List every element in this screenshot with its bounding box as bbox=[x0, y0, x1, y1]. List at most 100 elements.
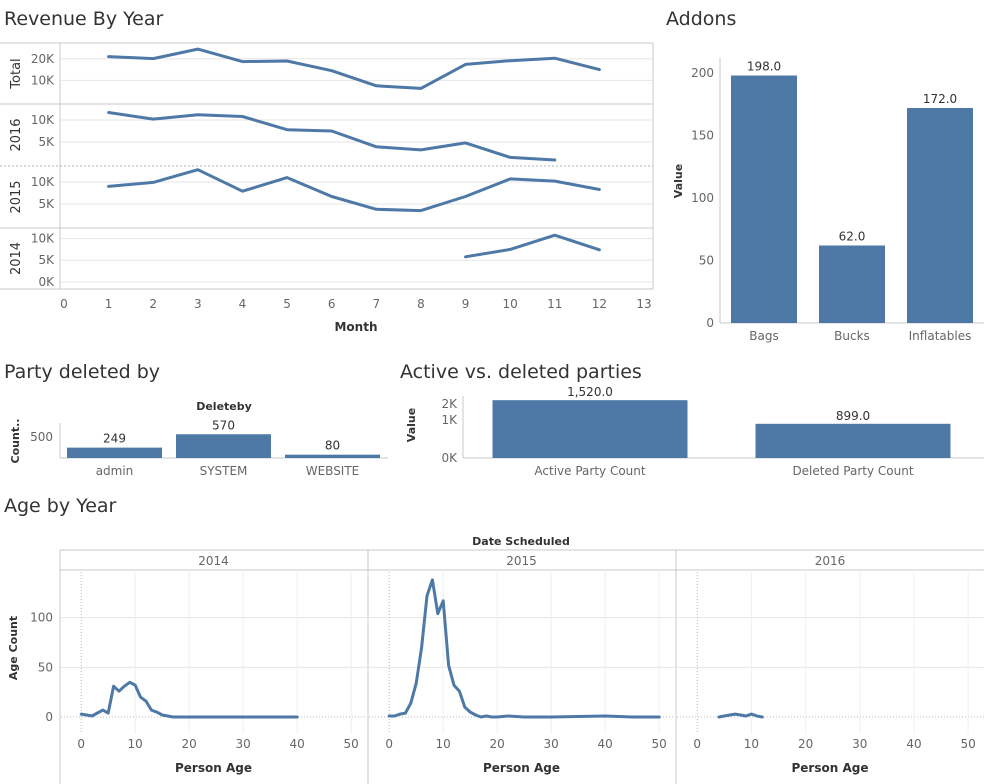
age-x-tick-label: 50 bbox=[961, 737, 976, 751]
revenue-x-tick-label: 11 bbox=[547, 297, 562, 311]
revenue-x-tick-label: 9 bbox=[462, 297, 470, 311]
deleted-by-category-label: SYSTEM bbox=[200, 464, 248, 478]
revenue-row-label: Total bbox=[9, 58, 24, 89]
age-series-line bbox=[717, 712, 764, 719]
age-x-axis-title: Person Age bbox=[792, 761, 869, 775]
age-x-tick-label: 30 bbox=[544, 737, 559, 751]
age-x-tick-label: 30 bbox=[236, 737, 251, 751]
revenue-x-axis-title: Month bbox=[334, 320, 377, 334]
age-x-tick-label: 20 bbox=[490, 737, 505, 751]
addons-value-label: 172.0 bbox=[923, 92, 957, 106]
age-series-line bbox=[387, 578, 661, 719]
age-x-tick-label: 0 bbox=[385, 737, 393, 751]
revenue-x-tick-label: 12 bbox=[592, 297, 607, 311]
age-x-axis-title: Person Age bbox=[175, 761, 252, 775]
addons-value-label: 62.0 bbox=[839, 230, 866, 244]
addons-category-label: Bucks bbox=[834, 329, 870, 343]
deleted-by-value-label: 249 bbox=[103, 432, 126, 446]
addons-bar bbox=[907, 108, 973, 323]
age-x-tick-label: 10 bbox=[436, 737, 451, 751]
revenue-y-tick-label: 10K bbox=[31, 175, 55, 189]
revenue-row-label: 2015 bbox=[9, 180, 24, 213]
age-x-tick-label: 20 bbox=[798, 737, 813, 751]
deleted-by-bar bbox=[176, 434, 271, 458]
age-x-tick-label: 20 bbox=[182, 737, 197, 751]
revenue-x-tick-label: 7 bbox=[372, 297, 380, 311]
addons-y-tick-label: 100 bbox=[691, 191, 714, 205]
revenue-y-tick-label: 10K bbox=[31, 113, 55, 127]
active-deleted-y-axis-title: Value bbox=[405, 408, 418, 442]
age-y-tick-label: 0 bbox=[45, 710, 53, 724]
addons-y-tick-label: 0 bbox=[706, 316, 714, 330]
deleted-by-value-label: 80 bbox=[325, 439, 340, 453]
addons-y-tick-label: 50 bbox=[699, 254, 714, 268]
revenue-x-tick-label: 2 bbox=[149, 297, 157, 311]
age-y-axis-title: Age Count bbox=[7, 616, 20, 680]
revenue-series-line bbox=[464, 233, 601, 259]
revenue-y-tick-label: 20K bbox=[31, 52, 55, 66]
revenue-x-tick-label: 4 bbox=[239, 297, 247, 311]
revenue-x-tick-label: 6 bbox=[328, 297, 336, 311]
deleted-by-bar bbox=[67, 447, 162, 458]
revenue-row-label: 2016 bbox=[9, 118, 24, 151]
revenue-x-tick-label: 8 bbox=[417, 297, 425, 311]
addons-y-tick-label: 200 bbox=[691, 66, 714, 80]
age-x-tick-label: 40 bbox=[906, 737, 921, 751]
deleted-by-bar bbox=[285, 454, 380, 458]
addons-bar bbox=[819, 245, 885, 323]
deleted-by-category-label: WEBSITE bbox=[306, 464, 360, 478]
revenue-x-tick-label: 3 bbox=[194, 297, 202, 311]
active-deleted-value-label: 899.0 bbox=[836, 409, 870, 423]
revenue-x-tick-label: 10 bbox=[503, 297, 518, 311]
revenue-y-tick-label: 5K bbox=[38, 197, 55, 211]
revenue-y-tick-label: 5K bbox=[38, 253, 55, 267]
revenue-series-line bbox=[107, 111, 557, 162]
deleted-by-y-tick-label: 500 bbox=[30, 430, 53, 444]
age-x-tick-label: 50 bbox=[344, 737, 359, 751]
age-y-tick-label: 100 bbox=[30, 611, 53, 625]
age-x-tick-label: 0 bbox=[77, 737, 85, 751]
active-deleted-category-label: Deleted Party Count bbox=[792, 464, 913, 478]
revenue-x-tick-label: 1 bbox=[105, 297, 113, 311]
addons-category-label: Inflatables bbox=[909, 329, 972, 343]
revenue-chart-title: Revenue By Year bbox=[4, 8, 164, 30]
age-x-axis-title: Person Age bbox=[483, 761, 560, 775]
age-x-tick-label: 0 bbox=[693, 737, 701, 751]
age-x-tick-label: 30 bbox=[852, 737, 867, 751]
revenue-x-tick-label: 13 bbox=[636, 297, 651, 311]
addons-bar bbox=[731, 75, 797, 323]
addons-category-label: Bags bbox=[749, 329, 778, 343]
age-header: Date Scheduled bbox=[472, 535, 570, 548]
addons-value-label: 198.0 bbox=[747, 60, 781, 74]
active-deleted-value-label: 1,520.0 bbox=[567, 385, 613, 399]
age-panel-label: 2016 bbox=[815, 554, 846, 568]
revenue-series-line bbox=[107, 47, 601, 90]
addons-y-axis-title: Value bbox=[672, 164, 685, 198]
revenue-x-tick-label: 0 bbox=[60, 297, 68, 311]
revenue-y-tick-label: 0K bbox=[38, 275, 55, 289]
deleted-by-value-label: 570 bbox=[212, 418, 235, 432]
revenue-series-line bbox=[107, 168, 601, 213]
age-x-tick-label: 40 bbox=[598, 737, 613, 751]
deleted-by-header: Deleteby bbox=[196, 400, 252, 413]
deleted-by-chart-title: Party deleted by bbox=[4, 361, 161, 383]
active-deleted-category-label: Active Party Count bbox=[534, 464, 645, 478]
active-deleted-y-tick-label: 1K bbox=[441, 413, 458, 427]
revenue-y-tick-label: 10K bbox=[31, 73, 55, 87]
active-deleted-y-tick-label: 0K bbox=[441, 451, 458, 465]
age-series-line bbox=[79, 680, 299, 719]
age-panel-label: 2015 bbox=[506, 554, 537, 568]
age-x-tick-label: 10 bbox=[744, 737, 759, 751]
revenue-y-tick-label: 10K bbox=[31, 232, 55, 246]
age-x-tick-label: 40 bbox=[290, 737, 305, 751]
deleted-by-category-label: admin bbox=[96, 464, 134, 478]
age-x-tick-label: 50 bbox=[652, 737, 667, 751]
age-chart-title: Age by Year bbox=[4, 495, 117, 517]
active-deleted-y-tick-label: 2K bbox=[441, 397, 458, 411]
age-y-tick-label: 50 bbox=[38, 660, 53, 674]
age-panel-label: 2014 bbox=[198, 554, 229, 568]
active-deleted-bar bbox=[755, 423, 951, 458]
age-x-tick-label: 10 bbox=[128, 737, 143, 751]
deleted-by-y-axis-title: Count.. bbox=[9, 419, 22, 464]
addons-y-tick-label: 150 bbox=[691, 129, 714, 143]
